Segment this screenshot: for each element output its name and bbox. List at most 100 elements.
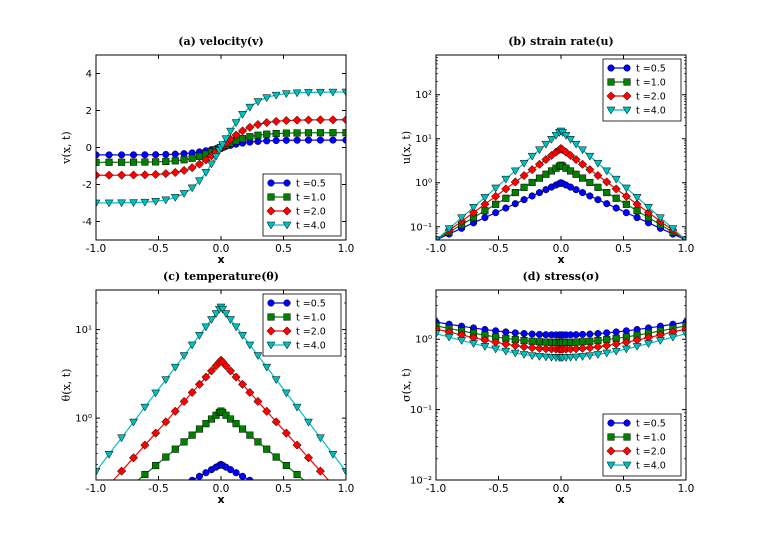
x-tick-label: -0.5 bbox=[488, 243, 509, 255]
legend-label: t =2.0 bbox=[636, 92, 666, 103]
data-point bbox=[271, 116, 281, 126]
data-point bbox=[341, 88, 346, 97]
data-point bbox=[221, 361, 231, 371]
data-point bbox=[118, 151, 126, 159]
legend-marker bbox=[607, 433, 615, 441]
data-point bbox=[329, 481, 337, 489]
data-point bbox=[519, 170, 529, 181]
data-point bbox=[170, 167, 180, 177]
data-point bbox=[632, 343, 642, 351]
data-point bbox=[117, 434, 127, 443]
data-point bbox=[572, 170, 580, 178]
series-line bbox=[436, 164, 686, 240]
data-point bbox=[511, 329, 519, 337]
data-point bbox=[492, 209, 500, 217]
data-point bbox=[328, 115, 338, 125]
data-point bbox=[140, 170, 150, 180]
data-point bbox=[469, 340, 478, 349]
data-point bbox=[106, 523, 113, 530]
legend-label: t =2.0 bbox=[636, 447, 666, 458]
data-point bbox=[237, 126, 248, 136]
data-point bbox=[170, 194, 180, 202]
y-tick-label: 10⁰ bbox=[75, 414, 92, 425]
data-point bbox=[141, 470, 149, 479]
x-tick-label: -1.0 bbox=[86, 243, 107, 255]
x-tick-label: 0.0 bbox=[213, 483, 230, 495]
data-point bbox=[622, 209, 630, 217]
data-point bbox=[179, 190, 189, 198]
data-point bbox=[194, 159, 205, 169]
data-point bbox=[254, 137, 262, 145]
data-point bbox=[188, 476, 196, 480]
y-tick-label: 10¹ bbox=[415, 134, 432, 145]
data-point bbox=[262, 363, 272, 372]
data-point bbox=[510, 349, 520, 358]
data-point bbox=[245, 122, 255, 132]
data-point bbox=[305, 481, 312, 488]
data-point bbox=[104, 450, 114, 459]
x-tick-label: 1.0 bbox=[338, 483, 355, 495]
data-point bbox=[151, 198, 161, 206]
data-point bbox=[527, 152, 537, 161]
legend: t =0.5 t =1.0 t =2.0 t =4.0 bbox=[262, 173, 342, 237]
legend-label: t =1.0 bbox=[636, 78, 666, 89]
data-point bbox=[152, 497, 159, 504]
data-point bbox=[602, 177, 612, 187]
data-point bbox=[195, 177, 204, 186]
legend-marker bbox=[283, 179, 291, 187]
data-point bbox=[238, 332, 247, 340]
data-point bbox=[585, 165, 595, 175]
data-point bbox=[520, 330, 528, 338]
data-point bbox=[292, 440, 302, 450]
data-point bbox=[172, 486, 179, 493]
data-point bbox=[534, 159, 545, 169]
data-point bbox=[535, 189, 543, 197]
data-point bbox=[129, 151, 138, 159]
data-point bbox=[304, 129, 313, 137]
data-point bbox=[436, 330, 441, 339]
y-tick-label: 10⁻¹ bbox=[410, 222, 432, 233]
data-point bbox=[293, 129, 301, 137]
data-point bbox=[612, 194, 620, 202]
data-point bbox=[226, 316, 235, 325]
x-tick-label: -0.5 bbox=[148, 243, 169, 255]
data-point bbox=[511, 189, 519, 197]
data-point bbox=[621, 345, 631, 354]
data-point bbox=[195, 332, 204, 340]
data-point bbox=[329, 136, 337, 144]
x-tick-label: 0.5 bbox=[615, 483, 632, 495]
data-point bbox=[253, 396, 263, 407]
data-point bbox=[655, 337, 665, 345]
data-point bbox=[571, 353, 581, 362]
x-tick-label: -0.5 bbox=[488, 483, 509, 495]
data-point bbox=[201, 169, 211, 177]
data-point bbox=[93, 512, 100, 519]
chart-title: (b) strain rate(u) bbox=[508, 35, 614, 48]
data-point bbox=[611, 175, 621, 184]
legend-marker bbox=[283, 313, 291, 321]
legend-marker bbox=[282, 341, 292, 350]
legend-label: t =1.0 bbox=[296, 193, 326, 204]
data-point bbox=[577, 159, 588, 169]
y-axis-label: σ(x, t) bbox=[400, 368, 413, 402]
data-point bbox=[106, 501, 113, 508]
data-point bbox=[519, 342, 529, 352]
data-point bbox=[527, 352, 537, 361]
data-point bbox=[611, 184, 621, 194]
data-point bbox=[561, 132, 571, 140]
data-point bbox=[245, 387, 255, 398]
data-point bbox=[231, 119, 241, 128]
data-point bbox=[681, 330, 686, 339]
axes-frame bbox=[435, 289, 687, 481]
data-point bbox=[96, 158, 100, 166]
data-point bbox=[170, 363, 180, 372]
data-point bbox=[565, 150, 576, 161]
data-point bbox=[195, 425, 203, 433]
data-point bbox=[632, 199, 642, 209]
data-point bbox=[96, 151, 100, 159]
data-point bbox=[622, 200, 630, 208]
data-point bbox=[272, 136, 280, 145]
data-point bbox=[180, 150, 188, 158]
data-point bbox=[510, 167, 520, 176]
